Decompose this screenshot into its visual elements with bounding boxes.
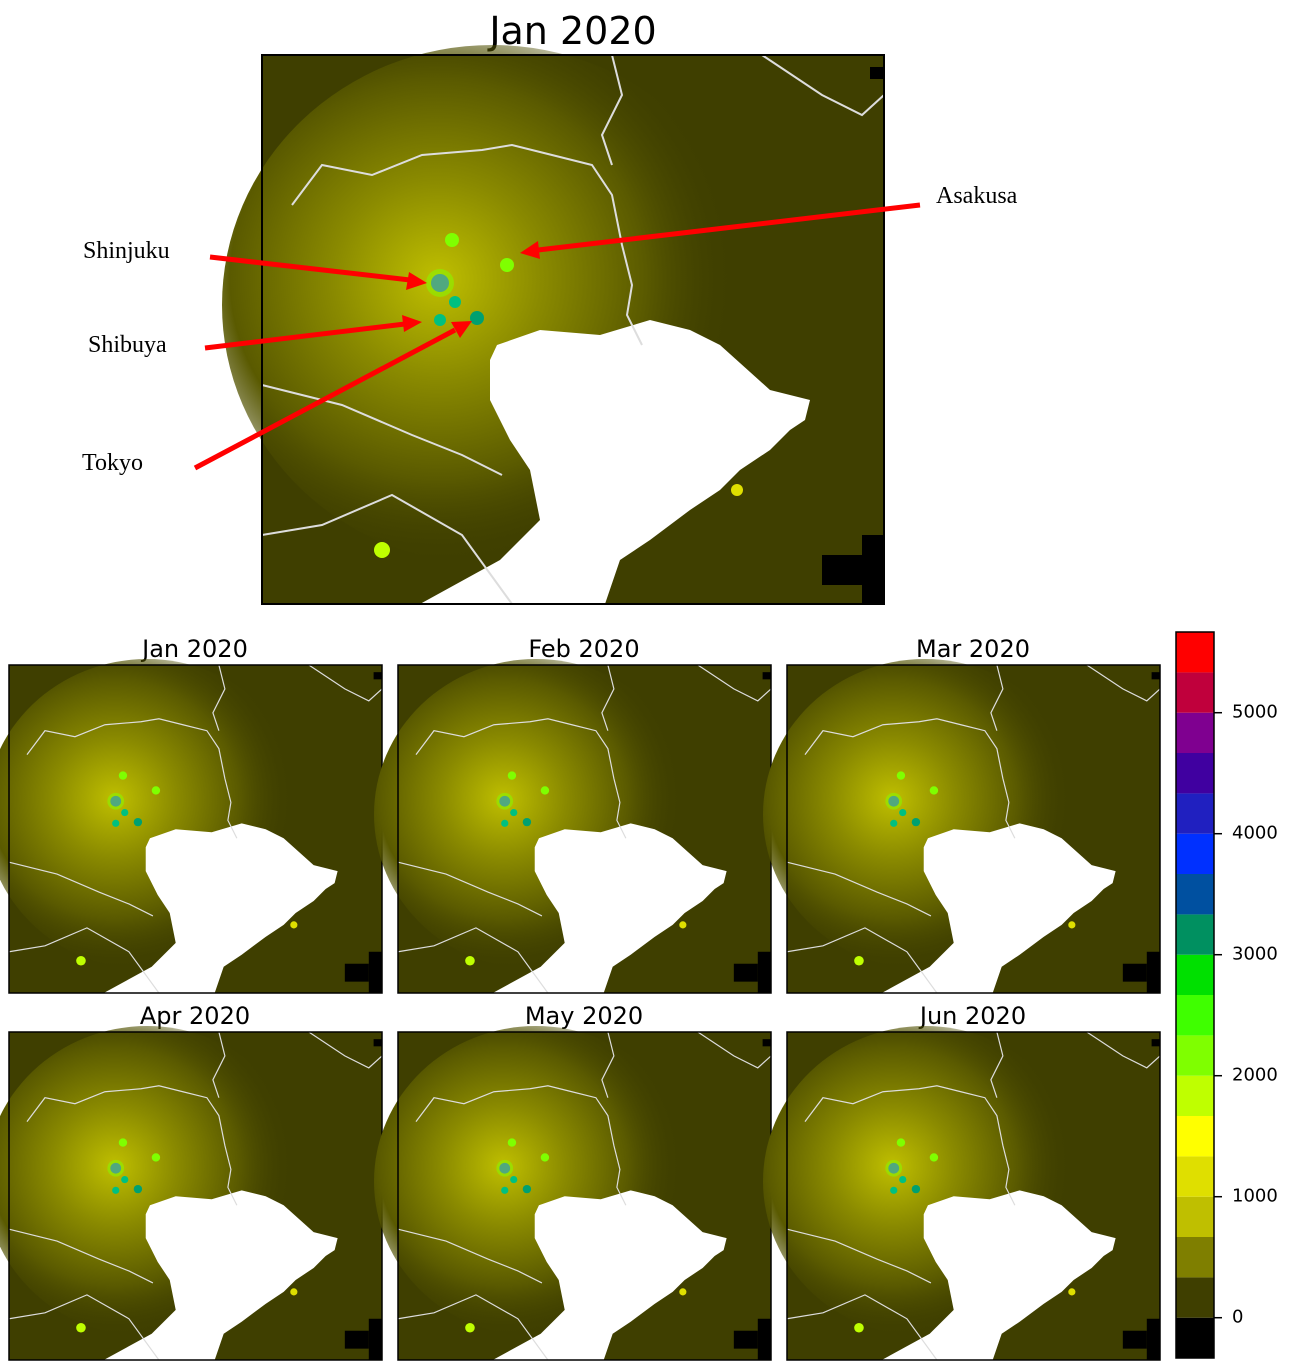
color-bin <box>1176 1116 1214 1156</box>
color-bin <box>1176 1035 1214 1075</box>
map-image <box>374 1026 771 1360</box>
color-bin <box>1176 753 1214 793</box>
color-bin <box>1176 1076 1214 1116</box>
color-bin <box>1176 632 1214 672</box>
map-image <box>0 1026 382 1360</box>
color-bin <box>1176 713 1214 753</box>
color-bin <box>1176 793 1214 833</box>
panel-map <box>0 1026 382 1360</box>
panel-map <box>374 659 771 993</box>
color-bin <box>1176 1318 1214 1358</box>
colorbar: 0 1000 2000 3000 4000 5000 <box>1176 632 1278 1358</box>
tick-label: 3000 <box>1232 944 1278 965</box>
tick-label: 0 <box>1232 1307 1243 1328</box>
color-bin <box>1176 834 1214 874</box>
color-bin <box>1176 1237 1214 1277</box>
tick-label: 1000 <box>1232 1186 1278 1207</box>
panel-title: Feb 2020 <box>528 635 639 663</box>
panels: Jan 2020 Feb 2020 Mar 2020 Apr 2020 May 2020… <box>0 635 1160 1360</box>
map-image <box>763 659 1160 993</box>
annotation: Tokyo <box>82 450 143 476</box>
panel-title: Jan 2020 <box>140 635 248 663</box>
color-bin <box>1176 874 1214 914</box>
color-bin <box>1176 672 1214 712</box>
panel-map <box>374 1026 771 1360</box>
panel-title: Jun 2020 <box>918 1002 1026 1030</box>
map-image <box>763 1026 1160 1360</box>
map-image <box>374 659 771 993</box>
panel-map <box>763 659 1160 993</box>
map-image <box>0 659 382 993</box>
panel-title: Apr 2020 <box>140 1002 250 1030</box>
color-bin <box>1176 1277 1214 1317</box>
color-bin <box>1176 995 1214 1035</box>
annotation: Shinjuku <box>83 238 170 264</box>
tick-label: 5000 <box>1232 702 1278 723</box>
panel-title: Mar 2020 <box>916 635 1030 663</box>
annotation: Asakusa <box>936 183 1018 209</box>
tick-label: 4000 <box>1232 823 1278 844</box>
color-bin <box>1176 955 1214 995</box>
color-bin <box>1176 1156 1214 1196</box>
panel-map <box>763 1026 1160 1360</box>
annotation: Shibuya <box>88 332 167 358</box>
figure: Jan 2020 Shinjuku Shibuya Tokyo Asakusa … <box>0 0 1295 1362</box>
panel-title: May 2020 <box>525 1002 643 1030</box>
main-map <box>222 45 884 604</box>
color-bin <box>1176 914 1214 954</box>
color-bin <box>1176 1197 1214 1237</box>
panel-map <box>0 659 382 993</box>
tick-label: 2000 <box>1232 1065 1278 1086</box>
